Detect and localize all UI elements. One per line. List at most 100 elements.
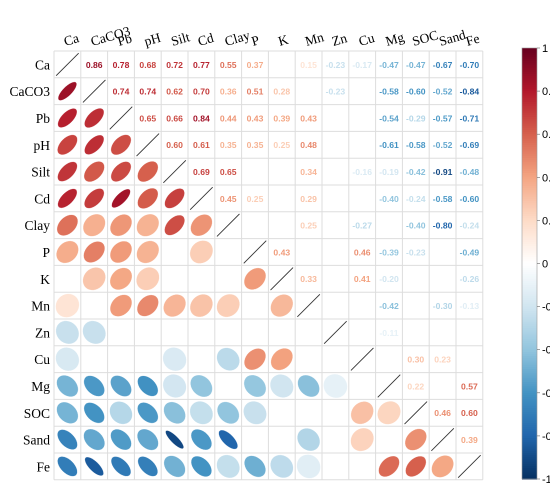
diagonal-mark — [243, 240, 267, 264]
correlation-ellipse — [190, 374, 213, 398]
colorbar-segment — [522, 375, 537, 379]
colorbar-segment — [522, 282, 537, 286]
row-label: Sand — [23, 433, 50, 448]
colorbar-segment — [522, 91, 537, 94]
colorbar-segment — [522, 175, 537, 178]
colorbar-segment — [522, 144, 537, 148]
correlation-value-label: 0.22 — [407, 381, 424, 391]
column-label: Clay — [223, 27, 252, 49]
correlation-value-label: -0.61 — [379, 140, 399, 150]
correlation-ellipse — [243, 374, 267, 398]
correlation-ellipse — [110, 134, 132, 156]
correlation-value-label: -0.49 — [460, 247, 480, 257]
colorbar-tick-label: -0.6 — [542, 388, 550, 400]
correlation-ellipse — [190, 455, 212, 477]
colorbar-segment — [522, 382, 537, 385]
colorbar-segment — [522, 289, 537, 293]
colorbar-segment — [522, 392, 537, 396]
colorbar-segment — [522, 379, 537, 383]
colorbar-segment — [522, 390, 537, 394]
colorbar-segment — [522, 179, 537, 183]
row-label: pH — [34, 138, 51, 153]
correlation-ellipse — [296, 454, 321, 479]
correlation-ellipse — [55, 347, 80, 372]
correlation-ellipse — [136, 267, 160, 291]
colorbar-segment — [522, 142, 537, 146]
correlation-ellipse — [297, 374, 320, 398]
colorbar-segment — [522, 58, 537, 62]
colorbar-segment — [522, 304, 537, 308]
correlation-ellipse — [137, 375, 159, 397]
colorbar-segment — [522, 306, 537, 310]
colorbar-segment — [522, 216, 537, 219]
colorbar-segment — [522, 472, 537, 476]
colorbar-segment — [522, 265, 537, 269]
correlation-value-label: 0.33 — [300, 274, 317, 284]
colorbar-segment — [522, 429, 537, 433]
row-label: P — [42, 245, 50, 260]
colorbar-segment — [522, 459, 537, 463]
colorbar-tick-label: -0.4 — [542, 345, 550, 357]
correlation-value-label: -0.52 — [433, 87, 453, 97]
colorbar-segment — [522, 308, 537, 312]
correlation-value-label: 0.60 — [166, 140, 183, 150]
correlation-value-label: -0.11 — [379, 328, 398, 338]
correlation-value-label: 0.61 — [193, 140, 210, 150]
grid — [53, 50, 484, 481]
correlation-ellipse — [270, 348, 293, 371]
colorbar-segment — [522, 338, 537, 342]
correlation-ellipse — [269, 374, 294, 398]
correlation-value-label: 0.43 — [273, 247, 290, 257]
colorbar-segment — [522, 73, 537, 77]
correlation-value-label: -0.84 — [460, 87, 480, 97]
colorbar-segment — [522, 239, 537, 243]
colorbar-segment — [522, 177, 537, 181]
colorbar-segment — [522, 183, 537, 187]
column-label: Cu — [357, 30, 377, 49]
diagonal-mark — [377, 374, 401, 398]
correlation-value-label: -0.71 — [460, 113, 480, 123]
colorbar-segment — [522, 252, 537, 256]
correlation-value-label: -0.47 — [406, 60, 426, 70]
colorbar-segment — [522, 233, 537, 237]
colorbar-tick-label: -0.8 — [542, 431, 550, 443]
colorbar-segment — [522, 86, 537, 90]
correlation-value-label: -0.52 — [433, 140, 453, 150]
colorbar-segment — [522, 278, 537, 282]
column-label: Cd — [196, 30, 216, 49]
colorbar-tick-label: 0.6 — [542, 129, 550, 141]
colorbar-segment — [522, 250, 537, 254]
colorbar-segment — [522, 448, 537, 452]
colorbar-segment — [522, 116, 537, 120]
colorbar-segment — [522, 369, 537, 372]
colorbar-segment — [522, 433, 537, 437]
colorbar-segment — [522, 358, 537, 362]
colorbar-segment — [522, 119, 537, 122]
correlation-value-label: -0.16 — [352, 167, 372, 177]
row-label: Fe — [37, 459, 51, 474]
colorbar-segment — [522, 446, 537, 450]
correlation-value-label: -0.23 — [326, 60, 346, 70]
colorbar-segment — [522, 257, 537, 260]
colorbar-segment — [522, 414, 537, 418]
colorbar-segment — [522, 172, 537, 176]
colorbar-segment — [522, 280, 537, 284]
colorbar-segment — [522, 226, 537, 230]
colorbar-segment — [522, 160, 537, 163]
colorbar-tick-label: 1 — [542, 43, 548, 55]
correlation-ellipse — [216, 347, 240, 371]
colorbar-segment — [522, 65, 537, 68]
colorbar-segment — [522, 63, 537, 66]
correlation-ellipse — [109, 401, 133, 425]
colorbar-segment — [522, 170, 537, 174]
colorbar-segment — [522, 123, 537, 127]
colorbar-segment — [522, 248, 537, 252]
correlation-ellipse — [57, 188, 78, 209]
correlation-value-label: -0.24 — [406, 194, 426, 204]
colorbar-segment — [522, 364, 537, 368]
row-label: Mn — [31, 299, 50, 314]
correlation-value-label: -0.80 — [433, 221, 453, 231]
diagonal-mark — [323, 320, 347, 344]
correlation-value-label: 0.15 — [300, 60, 317, 70]
colorbar-segment — [522, 106, 537, 109]
